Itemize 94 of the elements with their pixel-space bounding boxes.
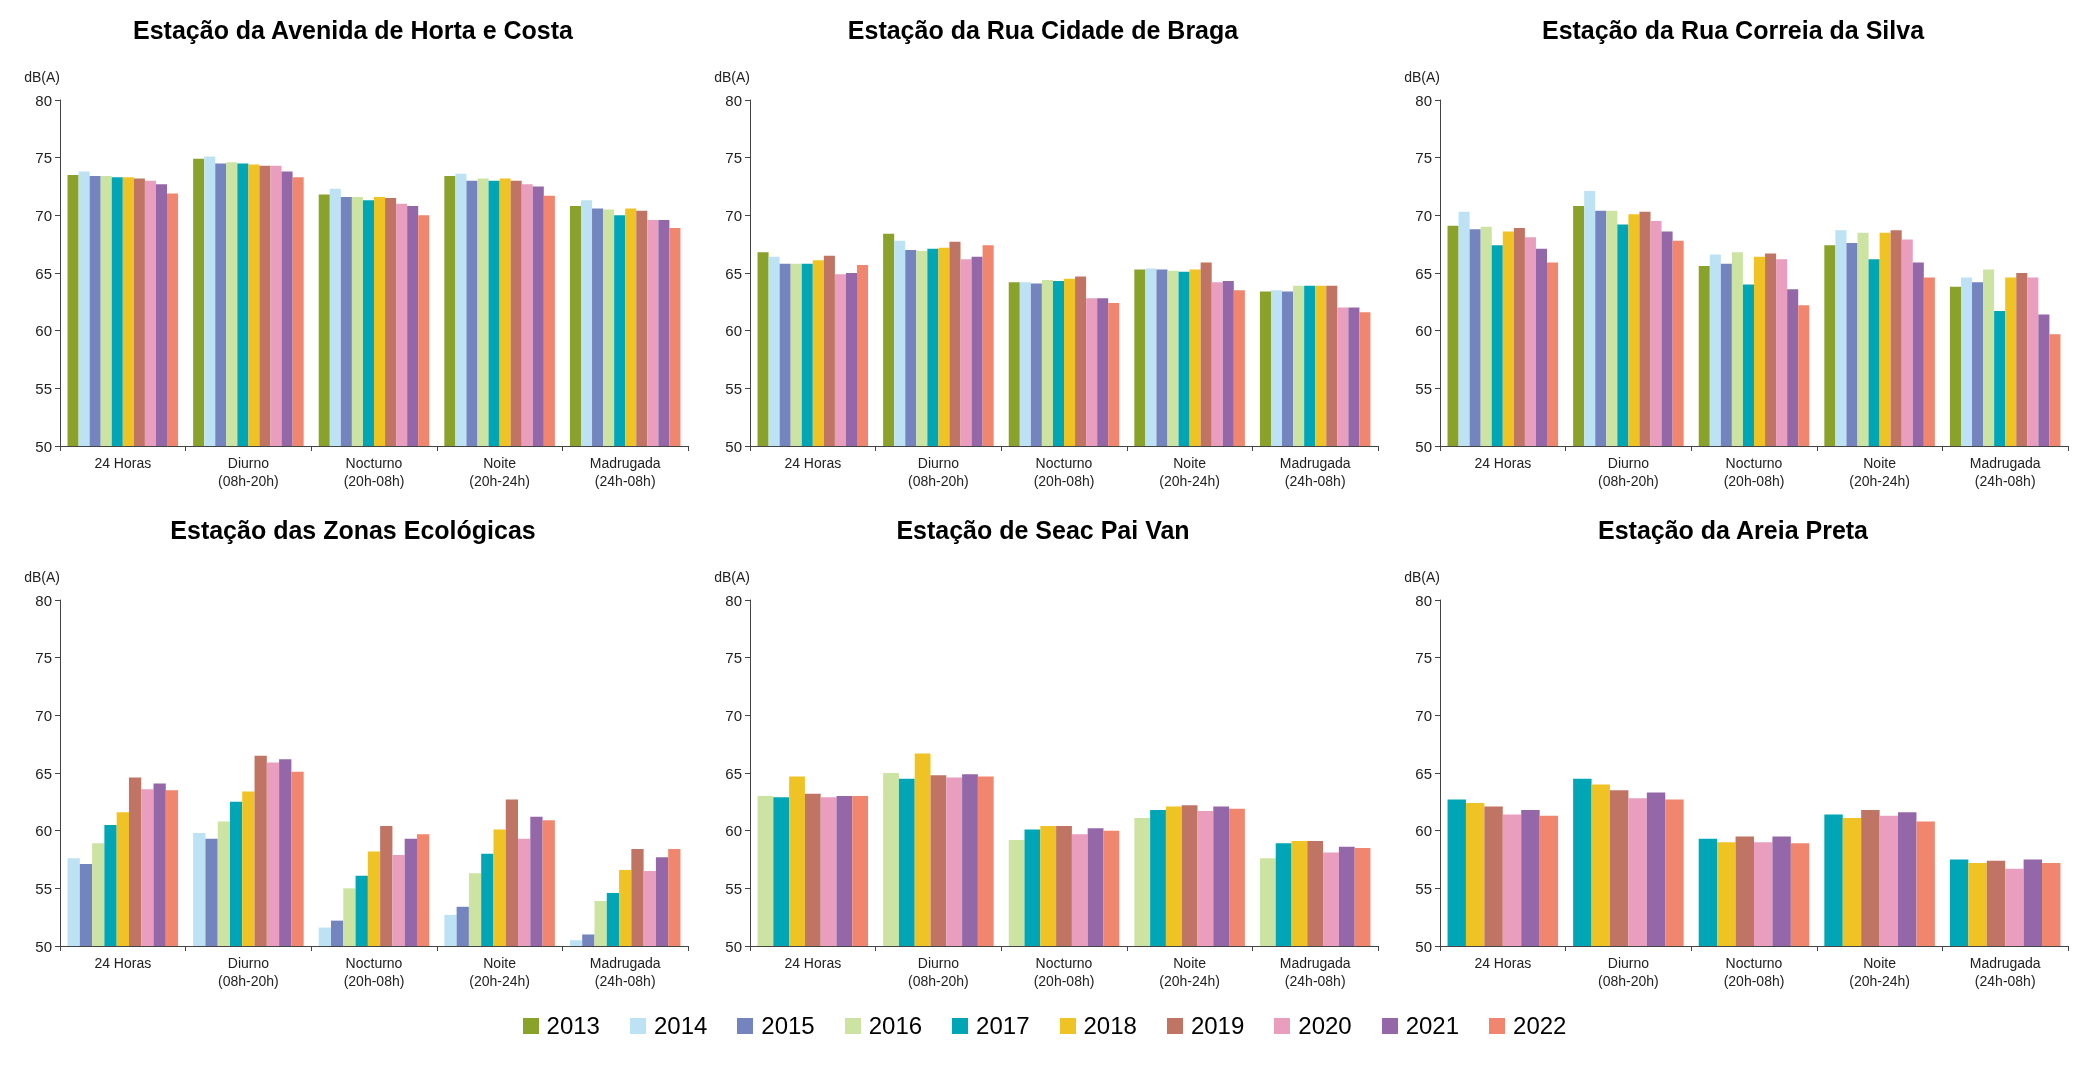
x-tick-label: 24 Horas: [784, 455, 842, 471]
chart-title: Estação da Avenida de Horta e Costa: [133, 15, 575, 44]
y-tick-label: 50: [35, 437, 52, 455]
y-tick-label: 80: [1415, 591, 1432, 609]
x-tick-label: Noite (20h-24h): [1159, 455, 1220, 489]
y-tick-label: 70: [1415, 206, 1432, 224]
chart-title: Estação da Rua Correia da Silva: [1541, 15, 1926, 44]
x-tick-label: Nocturno (20h-08h): [1723, 955, 1785, 989]
x-tick-label: Noite (20h-24h): [469, 455, 530, 489]
x-tick-label: Diurno (08h-20h): [1598, 955, 1659, 989]
legend-label: 2018: [1083, 1012, 1137, 1040]
x-tick-label: Diurno (08h-20h): [908, 455, 969, 489]
y-tick-label: 75: [725, 649, 742, 667]
y-tick-label: 70: [725, 706, 742, 724]
x-tick-label: 24 Horas: [784, 955, 842, 971]
legend-label: 2021: [1405, 1012, 1460, 1040]
y-tick-label: 65: [35, 264, 52, 282]
x-tick-label: Noite (20h-24h): [469, 955, 530, 989]
y-tick-label: 75: [35, 149, 52, 167]
y-axis-title: dB(A): [714, 569, 750, 585]
x-tick-label: 24 Horas: [94, 455, 152, 471]
y-tick-label: 65: [725, 764, 742, 782]
legend-label: 2020: [1298, 1012, 1352, 1040]
y-tick-label: 55: [35, 379, 52, 397]
legend-label: 2013: [546, 1012, 600, 1040]
y-tick-label: 50: [725, 437, 742, 455]
y-axis-title: dB(A): [1404, 69, 1440, 85]
chart-title: Estação da Areia Preta: [1597, 515, 1870, 544]
y-tick-label: 65: [1415, 264, 1432, 282]
x-tick-label: Diurno (08h-20h): [218, 955, 279, 989]
x-tick-label: 24 Horas: [94, 955, 152, 971]
x-tick-label: Madrugada (24h-08h): [1969, 455, 2041, 489]
legend-label: 2019: [1190, 1012, 1245, 1040]
x-tick-label: Madrugada (24h-08h): [1279, 955, 1351, 989]
y-tick-label: 55: [725, 879, 742, 897]
x-tick-label: Noite (20h-24h): [1849, 455, 1910, 489]
legend-label: 2022: [1513, 1012, 1567, 1040]
y-tick-label: 60: [1415, 822, 1432, 840]
y-tick-label: 55: [1415, 879, 1432, 897]
x-tick-label: Noite (20h-24h): [1159, 955, 1220, 989]
y-tick-label: 60: [1415, 322, 1432, 340]
y-axis-title: dB(A): [24, 569, 60, 585]
legend-label: 2014: [653, 1012, 708, 1040]
y-tick-label: 75: [725, 149, 742, 167]
y-axis-title: dB(A): [1404, 569, 1440, 585]
x-tick-label: Noite (20h-24h): [1849, 955, 1910, 989]
x-tick-label: Madrugada (24h-08h): [589, 955, 661, 989]
y-tick-label: 70: [35, 206, 52, 224]
y-axis-title: dB(A): [714, 69, 750, 85]
legend-label: 2017: [976, 1012, 1030, 1040]
x-tick-label: Nocturno (20h-08h): [343, 955, 405, 989]
y-tick-label: 50: [725, 937, 742, 955]
x-tick-label: Nocturno (20h-08h): [343, 455, 405, 489]
y-tick-label: 50: [35, 937, 52, 955]
y-tick-label: 70: [1415, 706, 1432, 724]
y-tick-label: 55: [725, 379, 742, 397]
y-tick-label: 75: [1415, 649, 1432, 667]
y-tick-label: 55: [35, 879, 52, 897]
y-tick-label: 65: [725, 264, 742, 282]
x-tick-label: Diurno (08h-20h): [908, 955, 969, 989]
y-axis-title: dB(A): [24, 69, 60, 85]
x-tick-label: Nocturno (20h-08h): [1033, 955, 1095, 989]
y-tick-label: 60: [725, 822, 742, 840]
y-tick-label: 55: [1415, 379, 1432, 397]
x-tick-label: Madrugada (24h-08h): [1969, 955, 2041, 989]
y-tick-label: 65: [35, 764, 52, 782]
y-tick-label: 80: [1415, 91, 1432, 109]
y-tick-label: 80: [35, 91, 52, 109]
legend-label: 2015: [761, 1012, 815, 1040]
y-tick-label: 50: [1415, 437, 1432, 455]
chart-title: Estação da Rua Cidade de Braga: [847, 15, 1240, 44]
y-tick-label: 65: [1415, 764, 1432, 782]
y-tick-label: 60: [35, 322, 52, 340]
y-tick-label: 60: [725, 322, 742, 340]
x-tick-label: Diurno (08h-20h): [1598, 455, 1659, 489]
y-tick-label: 75: [1415, 149, 1432, 167]
legend-label: 2016: [868, 1012, 923, 1040]
x-tick-label: Madrugada (24h-08h): [1279, 455, 1351, 489]
chart-title: Estação das Zonas Ecológicas: [170, 515, 536, 544]
x-tick-label: 24 Horas: [1474, 455, 1532, 471]
y-tick-label: 70: [725, 206, 742, 224]
x-tick-label: Diurno (08h-20h): [218, 455, 279, 489]
y-tick-label: 80: [725, 591, 742, 609]
x-tick-label: Madrugada (24h-08h): [589, 455, 661, 489]
y-tick-label: 60: [35, 822, 52, 840]
x-tick-label: 24 Horas: [1474, 955, 1532, 971]
chart-title: Estação de Seac Pai Van: [896, 515, 1190, 544]
x-tick-label: Nocturno (20h-08h): [1723, 455, 1785, 489]
y-tick-label: 80: [725, 91, 742, 109]
y-tick-label: 80: [35, 591, 52, 609]
y-tick-label: 75: [35, 649, 52, 667]
y-tick-label: 50: [1415, 937, 1432, 955]
x-tick-label: Nocturno (20h-08h): [1033, 455, 1095, 489]
y-tick-label: 70: [35, 706, 52, 724]
